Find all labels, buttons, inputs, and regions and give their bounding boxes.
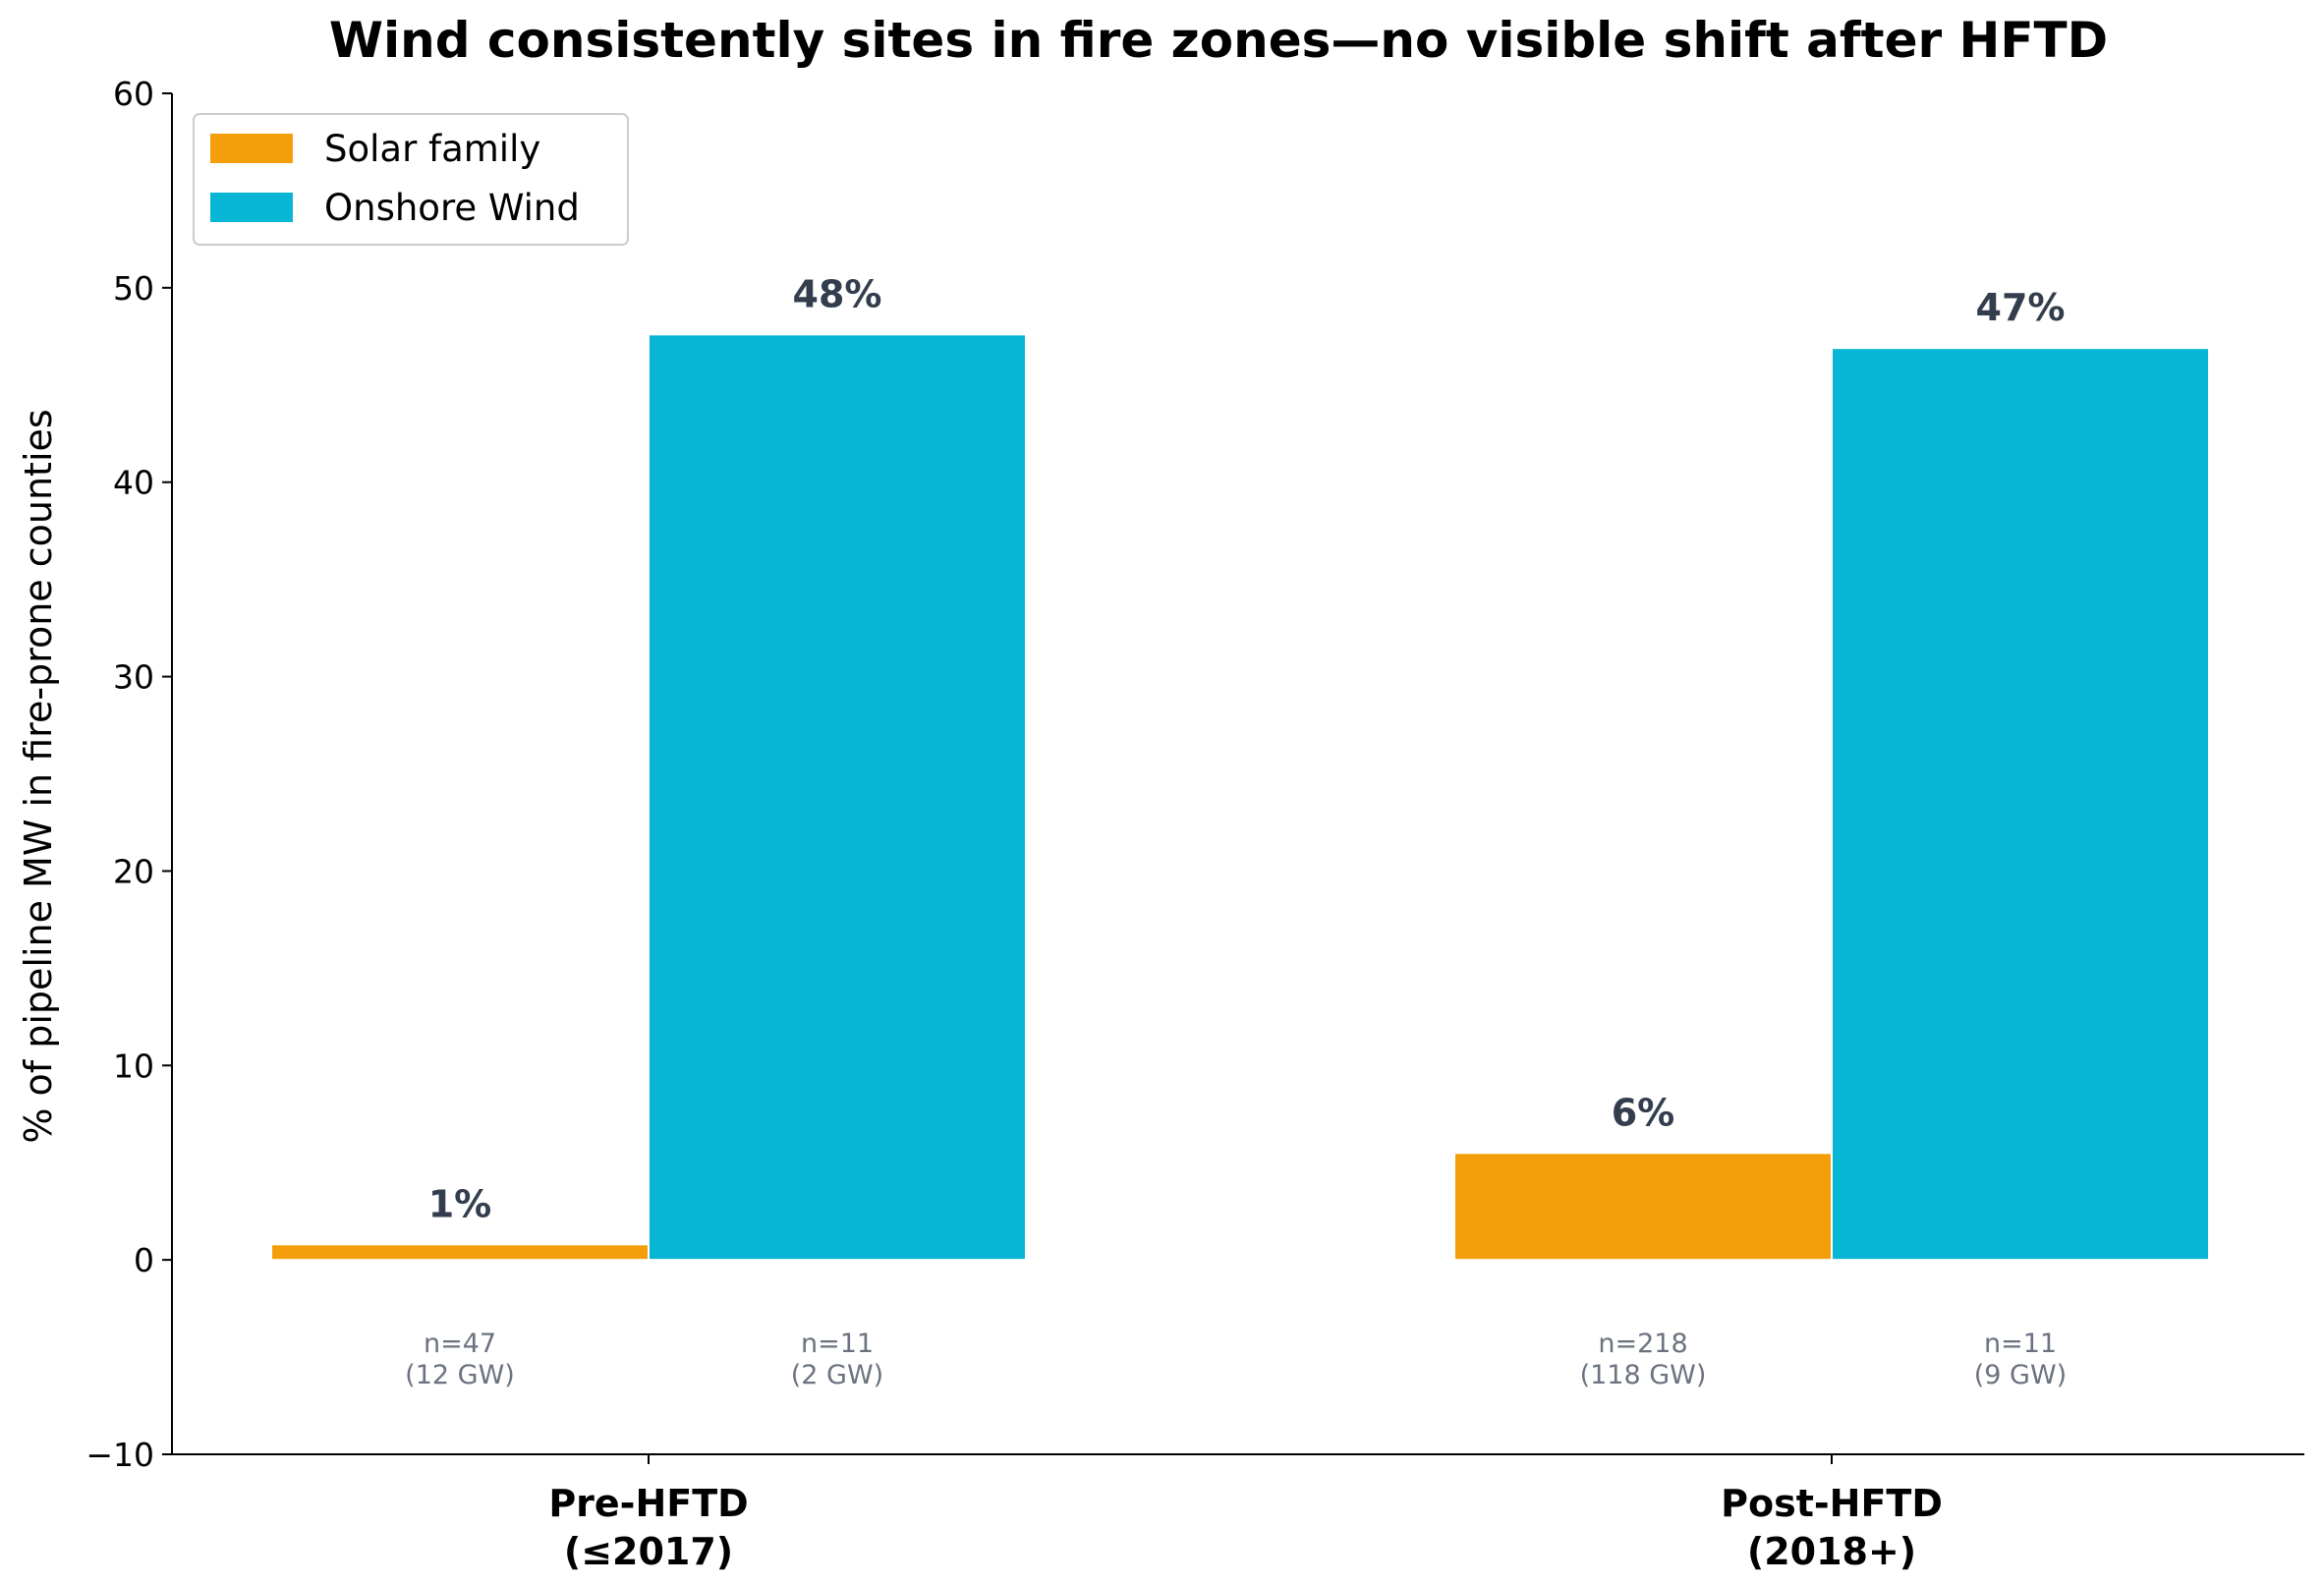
sample-size-label: n=47 (424, 1329, 496, 1359)
x-tick-label: Pre-HFTD (548, 1482, 748, 1525)
sample-size-label: n=11 (1984, 1329, 2057, 1359)
data-labels: 1%n=47(12 GW)48%n=11(2 GW)6%n=218(118 GW… (405, 272, 2067, 1390)
y-tick-label: 10 (113, 1047, 154, 1085)
y-tick-label: 30 (113, 658, 154, 697)
sample-size-label: n=11 (801, 1329, 874, 1359)
capacity-label: (2 GW) (791, 1360, 883, 1390)
bar (270, 1243, 650, 1262)
y-tick-label: −10 (85, 1436, 154, 1474)
legend-box (193, 113, 629, 246)
y-axis-label: % of pipeline MW in fire-prone counties (17, 409, 60, 1143)
legend-label: Solar family (324, 128, 540, 170)
value-label: 48% (793, 272, 882, 315)
value-label: 1% (428, 1182, 492, 1225)
legend: Solar family Onshore Wind (193, 113, 629, 246)
x-tick-label: (2018+) (1747, 1530, 1916, 1573)
capacity-label: (9 GW) (1974, 1360, 2067, 1390)
chart-title: Wind consistently sites in fire zones—no… (329, 12, 2108, 69)
bar (1831, 347, 2210, 1262)
bar (1453, 1152, 1833, 1262)
legend-swatch (210, 193, 293, 222)
sample-size-label: n=218 (1598, 1329, 1687, 1359)
x-tick-label: (≤2017) (564, 1530, 733, 1573)
y-tick-label: 40 (113, 464, 154, 502)
capacity-label: (12 GW) (405, 1360, 515, 1390)
value-label: 6% (1612, 1091, 1675, 1134)
y-tick-label: 60 (113, 75, 154, 113)
bar (648, 333, 1027, 1262)
bars (270, 333, 2210, 1262)
legend-swatch (210, 134, 293, 163)
value-label: 47% (1976, 286, 2066, 329)
y-tick-label: 20 (113, 852, 154, 890)
axes: −10 0 10 20 30 40 50 60 Pre-HFTD (≤2017) Post-HFTD… (85, 75, 2304, 1573)
legend-label: Onshore Wind (324, 187, 580, 229)
y-tick-label: 0 (134, 1241, 154, 1279)
x-tick-label: Post-HFTD (1721, 1482, 1943, 1525)
y-tick-label: 50 (113, 269, 154, 308)
capacity-label: (118 GW) (1580, 1360, 1707, 1390)
